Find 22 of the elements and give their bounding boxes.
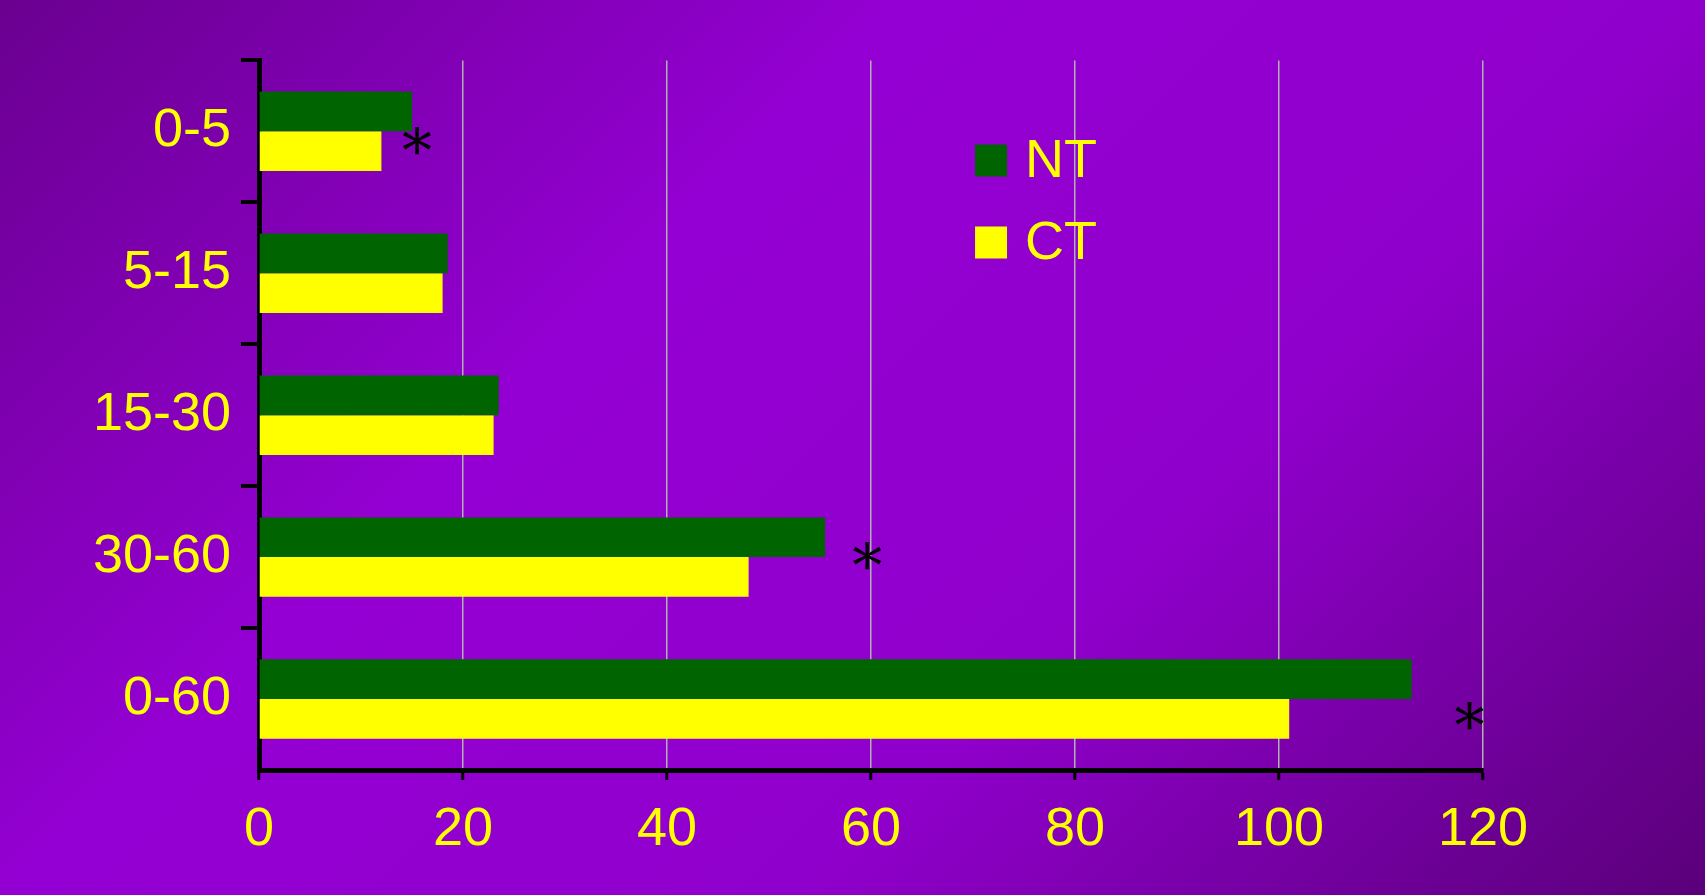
x-tick-label: 0 (243, 796, 275, 857)
x-tick-label: 80 (1044, 796, 1106, 857)
bar (259, 375, 499, 416)
bar (259, 273, 443, 314)
y-tick-label: 0-5 (152, 97, 231, 158)
bar (259, 557, 749, 597)
x-tick-label: 40 (636, 796, 698, 857)
y-tick-label: 15-30 (92, 381, 231, 442)
annotation: * (402, 115, 433, 186)
bar (259, 415, 494, 455)
y-tick-label: 5-15 (122, 239, 231, 300)
bar (259, 131, 382, 172)
x-tick-label: 100 (1233, 796, 1325, 857)
y-tick-label: 30-60 (92, 523, 231, 584)
bar (259, 517, 826, 558)
y-tick-label: 0-60 (122, 664, 231, 725)
x-tick-label: 120 (1437, 796, 1529, 857)
bar (259, 699, 1290, 739)
x-tick-label: 60 (840, 796, 902, 857)
bar (259, 233, 448, 274)
x-tick-label: 20 (432, 796, 494, 857)
bar (259, 659, 1412, 700)
